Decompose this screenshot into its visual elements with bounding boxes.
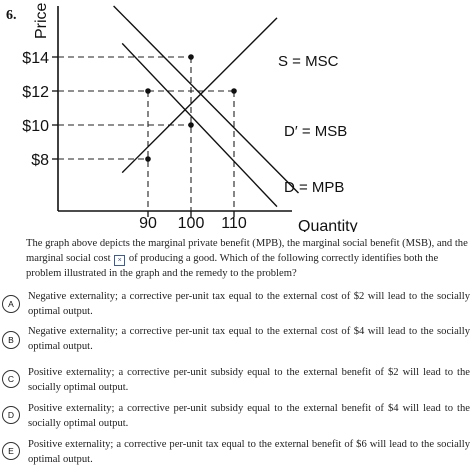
data-point bbox=[188, 122, 194, 128]
question-number: 6. bbox=[6, 8, 17, 23]
data-point bbox=[188, 54, 194, 60]
series-line-3 bbox=[121, 17, 278, 174]
y-tick-label: $14 bbox=[22, 50, 49, 67]
chart-lines bbox=[113, 5, 299, 208]
x-axis-label: Quantity bbox=[298, 218, 358, 232]
x-tick-label: 100 bbox=[178, 215, 205, 232]
option-text: Positive externality; a corrective per-u… bbox=[28, 367, 470, 393]
chart-points bbox=[145, 54, 237, 162]
data-point bbox=[145, 156, 151, 162]
question-stem: The graph above depicts the marginal pri… bbox=[26, 236, 470, 281]
option-letter-bubble[interactable]: B bbox=[2, 331, 20, 349]
chart-ticks bbox=[52, 56, 235, 217]
option-text: Positive externality; a corrective per-u… bbox=[28, 403, 470, 429]
series-line-1 bbox=[113, 5, 299, 194]
x-tick-label: 110 bbox=[221, 215, 247, 232]
option-text: Negative externality; a corrective per-u… bbox=[28, 326, 470, 352]
externality-chart: $8 $10 $12 $14 90 100 110 Price Quantity S = MSC D… bbox=[22, 2, 357, 232]
data-point bbox=[231, 88, 237, 94]
series-label-3: D = MPB bbox=[284, 179, 344, 196]
data-point bbox=[145, 88, 151, 94]
question-text-part1: The graph above depicts the marginal pri… bbox=[26, 238, 468, 264]
inline-image-placeholder-icon: × bbox=[114, 255, 126, 266]
chart-axes bbox=[57, 6, 292, 212]
series-label-1: S = MSC bbox=[278, 53, 339, 70]
x-tick-label: 90 bbox=[139, 215, 157, 232]
option-text: Negative externality; a corrective per-u… bbox=[28, 291, 470, 317]
option-letter-bubble[interactable]: C bbox=[2, 370, 20, 388]
question-text-part2: of producing a good. Which of the follow… bbox=[26, 253, 439, 279]
chart-guides bbox=[58, 56, 235, 211]
series-line-2 bbox=[121, 42, 278, 208]
y-tick-label: $12 bbox=[22, 84, 49, 101]
y-tick-label: $8 bbox=[31, 152, 49, 169]
y-axis-label: Price bbox=[33, 2, 50, 39]
option-letter-bubble[interactable]: E bbox=[2, 442, 20, 460]
chart-labels: $8 $10 $12 $14 90 100 110 Price Quantity S = MSC D… bbox=[22, 2, 357, 232]
option-text: Positive externality; a corrective per-u… bbox=[28, 439, 470, 465]
option-letter-bubble[interactable]: D bbox=[2, 406, 20, 424]
series-label-2: D′ = MSB bbox=[284, 123, 347, 140]
y-tick-label: $10 bbox=[22, 118, 49, 135]
option-letter-bubble[interactable]: A bbox=[2, 295, 20, 313]
